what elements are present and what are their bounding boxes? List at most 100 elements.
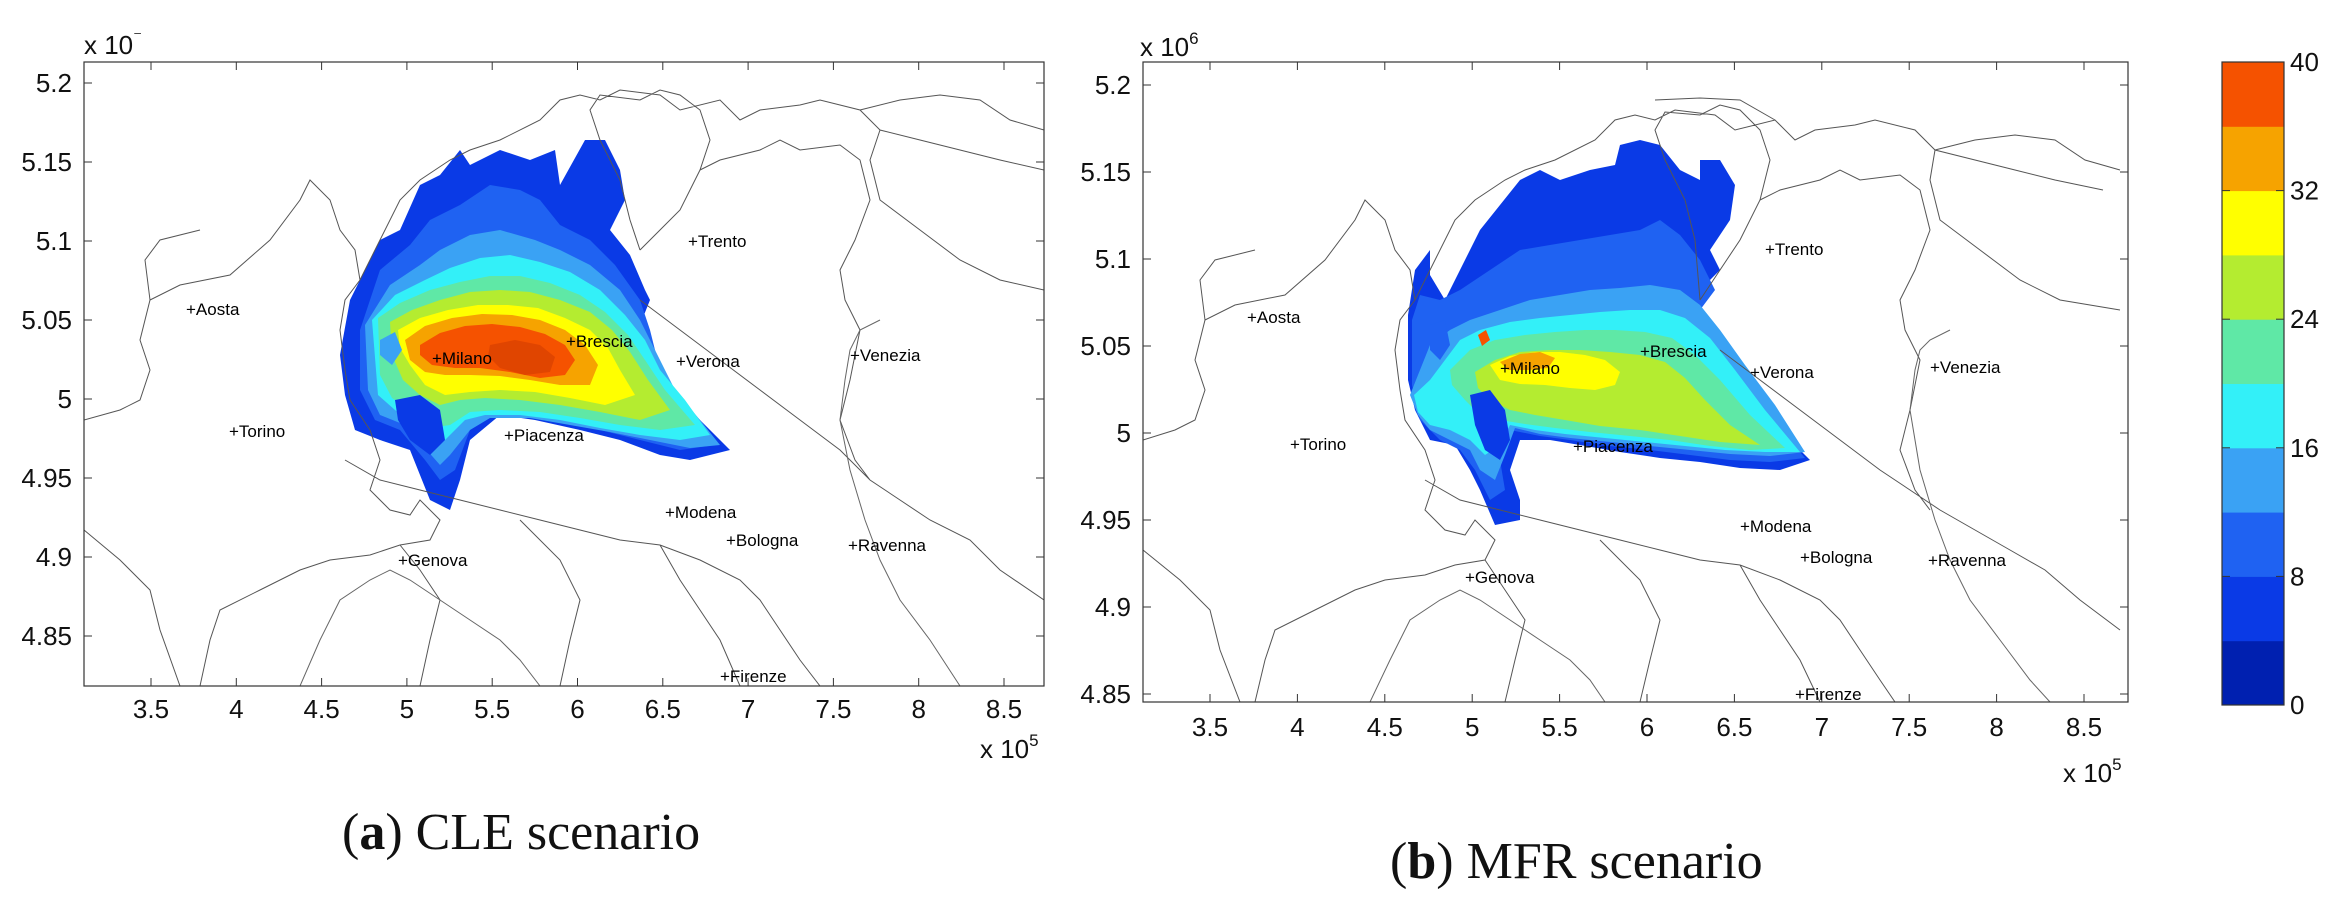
- city-label: +Brescia: [1640, 342, 1707, 361]
- panel-b-hole-1: [1470, 390, 1510, 460]
- panel-b-level-36: [1500, 352, 1555, 370]
- panel-b-y-exponent: x 106: [1140, 29, 1199, 62]
- y-tick-label: 5.05: [1080, 331, 1131, 361]
- caption-panel-a: (a) CLE scenario: [342, 804, 701, 861]
- y-tick-label: 5: [1117, 418, 1131, 448]
- x-tick-label: 7: [1815, 712, 1829, 742]
- city-label: +Firenze: [720, 667, 787, 686]
- panel-b-coastline: [1369, 329, 2051, 702]
- city-label: +Verona: [676, 352, 740, 371]
- panel-a-outer-frame-border: [84, 529, 181, 686]
- y-tick-label: 4.9: [36, 542, 72, 572]
- colorbar-band: [2222, 62, 2284, 127]
- panel-a-hole-1: [395, 395, 445, 455]
- colorbar-bands: [2222, 62, 2284, 706]
- x-tick-label: 8: [1989, 712, 2003, 742]
- y-tick-label: 5.05: [21, 305, 72, 335]
- y-tick-label: 5.2: [1095, 70, 1131, 100]
- x-tick-label: 5: [400, 694, 414, 724]
- colorbar-band: [2222, 126, 2284, 192]
- x-tick-label: 6.5: [1716, 712, 1752, 742]
- colorbar-band: [2222, 640, 2284, 706]
- x-tick-label: 4: [1290, 712, 1304, 742]
- panel-b-x-ticks: 3.5 4 4.5 5 5.5 6 6.5 7 7.5 8 8.5: [1192, 62, 2102, 742]
- city-label: +Torino: [229, 422, 285, 441]
- city-label: +Genova: [1465, 568, 1535, 587]
- city-label: +Genova: [398, 551, 468, 570]
- city-label: +Bologna: [1800, 548, 1873, 567]
- city-label: +Milano: [1500, 359, 1560, 378]
- x-tick-label: 6: [1640, 712, 1654, 742]
- panel-a-city-labels: +Aosta +Torino +Milano +Brescia +Trento +Vero…: [186, 232, 927, 686]
- city-label: +Bologna: [726, 531, 799, 550]
- city-label: +Venezia: [850, 346, 921, 365]
- panel-a-concentration-field: [340, 140, 730, 510]
- colorbar-tick-label: 40: [2290, 47, 2319, 77]
- colorbar-tick-label: 0: [2290, 690, 2304, 720]
- colorbar-tick-label: 8: [2290, 561, 2304, 591]
- panel-a-map: 3.5 4 4.5 5 5.5 6 6.5 7 7.5 8 8.5 5.2 5.15 5.1 5.05 5 4…: [21, 27, 1045, 764]
- panel-a-x-exponent: x 105: [980, 731, 1039, 764]
- x-tick-label: 3.5: [1192, 712, 1228, 742]
- x-tick-label: 4: [229, 694, 243, 724]
- caption-panel-b: (b) MFR scenario: [1390, 833, 1763, 890]
- panel-a-x-ticks: 3.5 4 4.5 5 5.5 6 6.5 7 7.5 8 8.5: [133, 62, 1022, 724]
- panel-a-axes-frame: [83, 61, 1045, 687]
- city-label: +Trento: [688, 232, 746, 251]
- y-tick-label: 5.1: [36, 226, 72, 256]
- x-tick-label: 5.5: [474, 694, 510, 724]
- colorbar-band: [2222, 447, 2284, 513]
- city-label: +Verona: [1750, 363, 1814, 382]
- y-tick-label: 5.15: [1080, 157, 1131, 187]
- panel-a-y-exponent: x 10⁻: [84, 27, 142, 60]
- city-label: +Modena: [665, 503, 737, 522]
- panel-b-outer-frame-border: [1143, 549, 1241, 702]
- panel-a-hole-2: [380, 332, 402, 365]
- panel-a-y-ticks: 5.2 5.15 5.1 5.05 5 4.95 4.9 4.85: [21, 68, 1044, 651]
- colorbar-band: [2222, 576, 2284, 642]
- x-tick-label: 6.5: [645, 694, 681, 724]
- colorbar-tick-label: 32: [2290, 176, 2319, 206]
- city-label: +Aosta: [1247, 308, 1301, 327]
- colorbar-tick-label: 24: [2290, 304, 2319, 334]
- colorbar-band: [2222, 512, 2284, 577]
- y-tick-label: 4.9: [1095, 592, 1131, 622]
- city-label: +Milano: [432, 349, 492, 368]
- city-label: +Trento: [1765, 240, 1823, 259]
- y-tick-label: 5.15: [21, 147, 72, 177]
- colorbar-band: [2222, 190, 2284, 256]
- panel-b-city-labels: +Aosta +Torino +Milano +Brescia +Trento +Vero…: [1247, 240, 2007, 704]
- city-label: +Firenze: [1795, 685, 1862, 704]
- panel-b-concentration-field: [1408, 140, 1810, 525]
- y-tick-label: 4.85: [21, 621, 72, 651]
- y-tick-label: 5: [58, 384, 72, 414]
- colorbar: 40 32 24 16 8 0: [2221, 47, 2319, 720]
- x-tick-label: 8.5: [986, 694, 1022, 724]
- colorbar-frame: [2221, 61, 2285, 706]
- colorbar-band: [2222, 319, 2284, 384]
- panel-b-axes-frame: [1142, 61, 2129, 703]
- panel-a-coastline: [299, 319, 961, 686]
- x-tick-label: 6: [570, 694, 584, 724]
- city-label: +Aosta: [186, 300, 240, 319]
- panel-b-map: 3.5 4 4.5 5 5.5 6 6.5 7 7.5 8 8.5 5.2 5.15 5.1 5.05 5 4…: [1080, 29, 2129, 788]
- panel-b-y-ticks: 5.2 5.15 5.1 5.05 5 4.95 4.9 4.85: [1080, 70, 2128, 709]
- y-tick-label: 5.1: [1095, 244, 1131, 274]
- x-tick-label: 8: [911, 694, 925, 724]
- panel-b-border-regions: [1143, 97, 2121, 702]
- colorbar-tick-labels: 40 32 24 16 8 0: [2222, 47, 2319, 720]
- panel-b-hotspot-1: [1478, 330, 1490, 346]
- panel-b-x-exponent: x 105: [2063, 755, 2122, 788]
- x-tick-label: 4.5: [1367, 712, 1403, 742]
- panel-b-plot-area: [1143, 97, 2121, 702]
- y-tick-label: 5.2: [36, 68, 72, 98]
- city-label: +Piacenza: [504, 426, 584, 445]
- x-tick-label: 7.5: [1891, 712, 1927, 742]
- colorbar-tick-label: 16: [2290, 433, 2319, 463]
- x-tick-label: 4.5: [304, 694, 340, 724]
- y-tick-label: 4.95: [21, 463, 72, 493]
- city-label: +Ravenna: [848, 536, 927, 555]
- city-label: +Brescia: [566, 332, 633, 351]
- colorbar-band: [2222, 254, 2284, 320]
- y-tick-label: 4.95: [1080, 505, 1131, 535]
